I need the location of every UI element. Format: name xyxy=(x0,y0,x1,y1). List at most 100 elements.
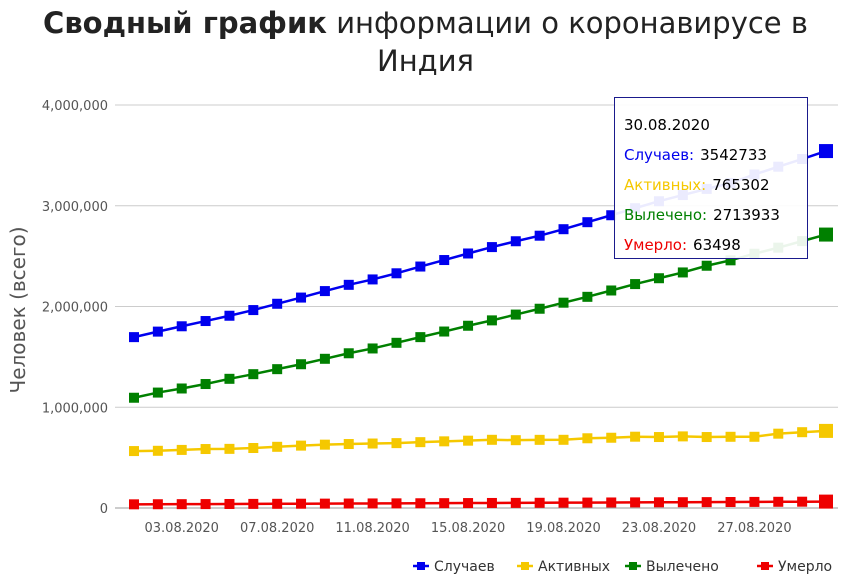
data-point[interactable] xyxy=(391,337,402,348)
data-point[interactable] xyxy=(296,359,307,370)
data-point[interactable] xyxy=(773,428,784,439)
data-point[interactable] xyxy=(486,434,497,445)
data-point[interactable] xyxy=(200,379,211,390)
legend-item[interactable]: Случаев xyxy=(413,559,495,575)
data-point[interactable] xyxy=(819,144,833,159)
data-point[interactable] xyxy=(677,267,688,278)
data-point[interactable] xyxy=(415,498,426,509)
data-point[interactable] xyxy=(319,286,330,297)
data-point[interactable] xyxy=(152,499,163,510)
data-point[interactable] xyxy=(272,364,283,375)
data-point[interactable] xyxy=(152,445,163,456)
data-point[interactable] xyxy=(319,439,330,450)
data-point[interactable] xyxy=(534,434,545,445)
legend-item[interactable]: Умерло xyxy=(757,559,832,575)
data-point[interactable] xyxy=(272,441,283,452)
legend-item[interactable]: Активных xyxy=(517,559,610,575)
data-point[interactable] xyxy=(773,496,784,507)
data-point[interactable] xyxy=(510,236,521,247)
data-point[interactable] xyxy=(534,230,545,241)
data-point[interactable] xyxy=(367,274,378,285)
data-point[interactable] xyxy=(486,315,497,326)
data-point[interactable] xyxy=(797,496,808,507)
data-point[interactable] xyxy=(558,224,569,235)
data-point[interactable] xyxy=(343,498,354,509)
data-point[interactable] xyxy=(630,279,641,290)
data-point[interactable] xyxy=(582,497,593,508)
data-point[interactable] xyxy=(415,437,426,448)
data-point[interactable] xyxy=(749,496,760,507)
data-point[interactable] xyxy=(343,439,354,450)
data-point[interactable] xyxy=(248,305,259,316)
data-point[interactable] xyxy=(677,431,688,442)
data-point[interactable] xyxy=(224,443,235,454)
data-point[interactable] xyxy=(415,261,426,272)
data-point[interactable] xyxy=(510,435,521,446)
data-point[interactable] xyxy=(558,297,569,308)
data-point[interactable] xyxy=(391,268,402,279)
data-point[interactable] xyxy=(819,423,833,438)
data-point[interactable] xyxy=(486,242,497,253)
data-point[interactable] xyxy=(701,260,712,271)
data-point[interactable] xyxy=(725,497,736,508)
data-point[interactable] xyxy=(463,498,474,509)
data-point[interactable] xyxy=(653,497,664,508)
data-point[interactable] xyxy=(439,498,450,509)
data-point[interactable] xyxy=(819,227,833,242)
data-point[interactable] xyxy=(272,298,283,309)
data-point[interactable] xyxy=(176,383,187,394)
data-point[interactable] xyxy=(819,494,833,509)
data-point[interactable] xyxy=(391,498,402,509)
data-point[interactable] xyxy=(606,210,617,221)
data-point[interactable] xyxy=(725,431,736,442)
data-point[interactable] xyxy=(296,440,307,451)
data-point[interactable] xyxy=(486,497,497,508)
data-point[interactable] xyxy=(319,498,330,509)
data-point[interactable] xyxy=(176,444,187,455)
data-point[interactable] xyxy=(582,217,593,228)
data-point[interactable] xyxy=(653,432,664,443)
data-point[interactable] xyxy=(439,255,450,266)
data-point[interactable] xyxy=(200,316,211,327)
data-point[interactable] xyxy=(367,498,378,509)
data-point[interactable] xyxy=(630,497,641,508)
data-point[interactable] xyxy=(653,273,664,284)
data-point[interactable] xyxy=(200,444,211,455)
data-point[interactable] xyxy=(343,279,354,290)
data-point[interactable] xyxy=(224,498,235,509)
data-point[interactable] xyxy=(630,431,641,442)
data-point[interactable] xyxy=(319,353,330,364)
data-point[interactable] xyxy=(391,438,402,449)
data-point[interactable] xyxy=(606,285,617,296)
data-point[interactable] xyxy=(797,427,808,438)
data-point[interactable] xyxy=(367,343,378,354)
data-point[interactable] xyxy=(176,499,187,510)
data-point[interactable] xyxy=(558,497,569,508)
data-point[interactable] xyxy=(534,303,545,314)
data-point[interactable] xyxy=(272,498,283,509)
data-point[interactable] xyxy=(439,436,450,447)
data-point[interactable] xyxy=(463,435,474,446)
data-point[interactable] xyxy=(701,432,712,443)
data-point[interactable] xyxy=(510,497,521,508)
data-point[interactable] xyxy=(152,387,163,398)
data-point[interactable] xyxy=(176,321,187,332)
data-point[interactable] xyxy=(367,438,378,449)
data-point[interactable] xyxy=(200,499,211,510)
data-point[interactable] xyxy=(248,443,259,454)
data-point[interactable] xyxy=(129,332,139,343)
data-point[interactable] xyxy=(749,431,760,442)
data-point[interactable] xyxy=(534,497,545,508)
data-point[interactable] xyxy=(606,432,617,443)
data-point[interactable] xyxy=(725,255,736,266)
data-point[interactable] xyxy=(463,248,474,259)
data-point[interactable] xyxy=(248,498,259,509)
data-point[interactable] xyxy=(415,332,426,343)
data-point[interactable] xyxy=(152,326,163,337)
data-point[interactable] xyxy=(558,434,569,445)
data-point[interactable] xyxy=(296,498,307,509)
data-point[interactable] xyxy=(129,392,139,403)
data-point[interactable] xyxy=(677,497,688,508)
data-point[interactable] xyxy=(129,499,139,510)
data-point[interactable] xyxy=(463,320,474,331)
